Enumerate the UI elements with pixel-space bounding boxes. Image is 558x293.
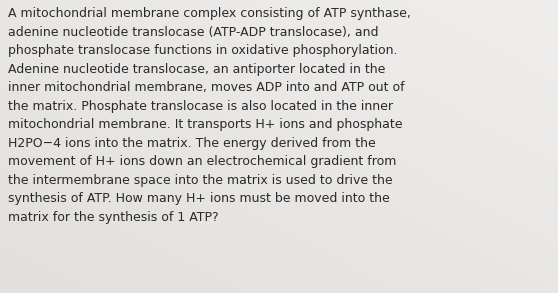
Text: A mitochondrial membrane complex consisting of ATP synthase,
adenine nucleotide : A mitochondrial membrane complex consist… xyxy=(8,7,411,224)
